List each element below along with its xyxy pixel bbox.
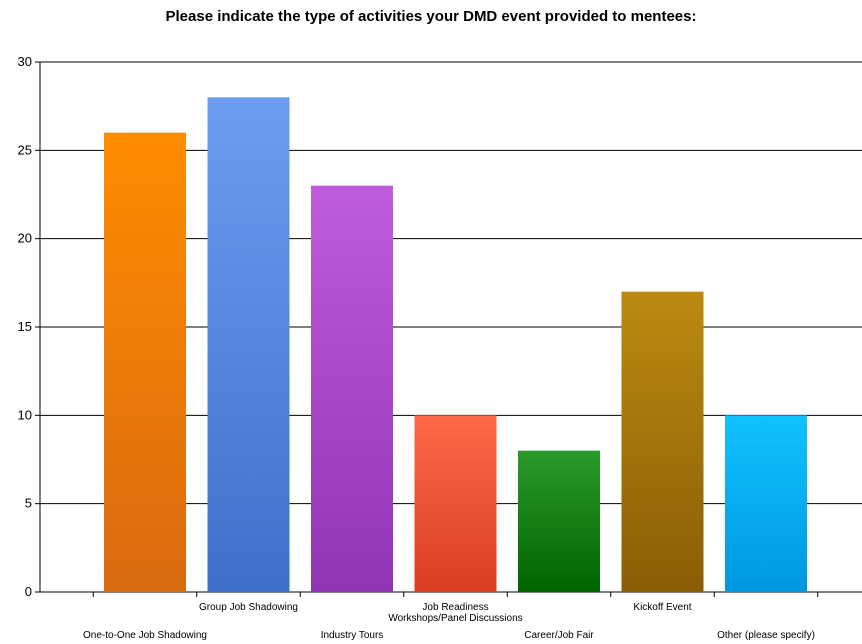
category-label: Kickoff Event [633, 602, 691, 613]
category-label: Industry Tours [321, 630, 384, 641]
bar [725, 415, 807, 592]
category-label: Other (please specify) [717, 630, 815, 641]
bar [621, 291, 704, 592]
bar [518, 450, 600, 592]
category-label: Job Readiness [422, 602, 488, 613]
y-tick-label: 5 [25, 496, 32, 511]
y-tick-label: 10 [18, 407, 32, 422]
y-tick-label: 15 [18, 319, 32, 334]
bar [207, 97, 290, 592]
bar [414, 415, 497, 592]
category-label: One-to-One Job Shadowing [83, 630, 207, 641]
y-tick-label: 20 [18, 231, 32, 246]
bar [311, 185, 393, 592]
category-label: Group Job Shadowing [199, 602, 298, 613]
bar [104, 132, 186, 592]
category-label: Career/Job Fair [524, 630, 594, 641]
y-tick-label: 25 [18, 142, 32, 157]
y-tick-label: 0 [25, 584, 32, 599]
y-tick-label: 30 [18, 54, 32, 69]
chart-title: Please indicate the type of activities y… [165, 8, 697, 25]
category-label: Workshops/Panel Discussions [388, 613, 522, 624]
